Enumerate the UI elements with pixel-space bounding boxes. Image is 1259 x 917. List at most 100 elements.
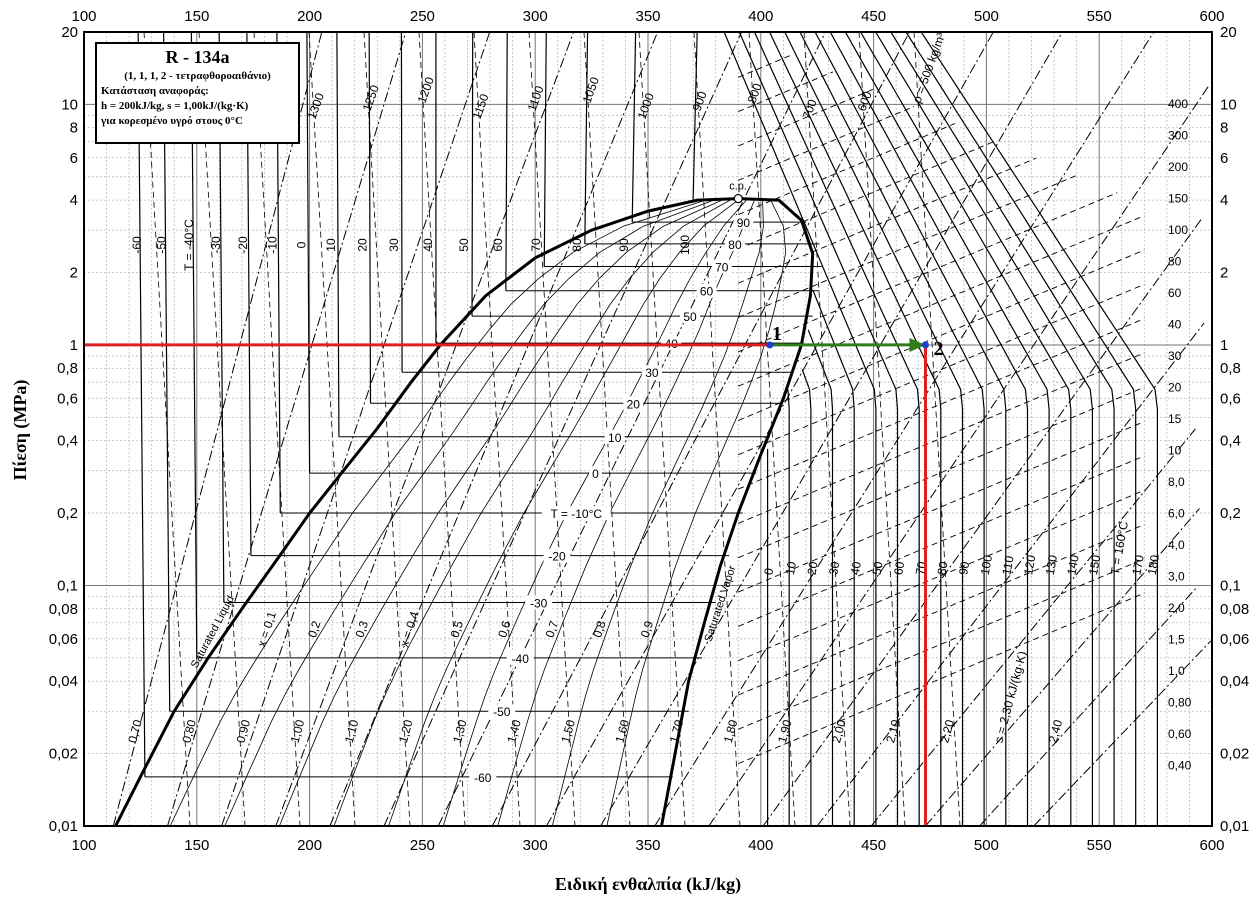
entropy-label: 1,10 xyxy=(342,718,362,744)
density-line-liquid xyxy=(143,31,191,827)
y-tick-label-left: 4 xyxy=(70,192,78,209)
density-label: 15 xyxy=(1168,412,1182,426)
density-label: 2,0 xyxy=(1168,601,1185,615)
entropy-line xyxy=(816,322,1205,827)
liquid-isotherm xyxy=(368,31,372,404)
y-tick-label-left: 0,04 xyxy=(49,673,78,690)
density-line-liquid xyxy=(638,31,686,827)
superheat-temperature-label: 170 xyxy=(1129,554,1146,576)
density-line-liquid xyxy=(253,31,301,827)
superheat-isotherm xyxy=(829,31,1029,826)
density-label: 1,5 xyxy=(1168,633,1185,647)
density-line-liquid xyxy=(198,31,246,827)
density-line-liquid xyxy=(528,31,576,827)
density-label-top: 800 xyxy=(745,81,765,105)
quality-label: 0,2 xyxy=(305,619,324,640)
isotherm-label: -50 xyxy=(493,705,511,719)
x-tick-label-bottom: 300 xyxy=(523,837,548,854)
isotherm-label-bg xyxy=(724,236,745,251)
entropy-line xyxy=(925,508,1200,827)
liquid-temperature-label: -20 xyxy=(236,236,250,254)
entropy-label: 2,40 xyxy=(1046,718,1066,744)
liquid-isotherm xyxy=(163,31,171,712)
x-axis-title: Ειδική ενθαλπία (kJ/kg) xyxy=(555,874,741,895)
liquid-isotherm xyxy=(336,31,340,437)
density-line xyxy=(738,386,1145,559)
liquid-temperature-label: -60 xyxy=(130,236,144,254)
density-label: 0,40 xyxy=(1168,759,1192,773)
density-label: 30 xyxy=(1168,349,1182,363)
superheat-temperature-label: 130 xyxy=(1043,554,1060,576)
density-label: 6,0 xyxy=(1168,507,1185,521)
y-tick-label-left: 0,01 xyxy=(49,818,78,835)
y-tick-label-left: 0,1 xyxy=(57,577,78,594)
liquid-temperature-label: T = -40°C xyxy=(182,219,196,271)
density-label: 150 xyxy=(1168,192,1188,206)
y-tick-label-right: 6 xyxy=(1220,150,1228,167)
y-tick-label-right: 0,1 xyxy=(1220,577,1241,594)
density-line xyxy=(738,592,1145,765)
density-line xyxy=(738,455,1145,627)
density-label: 0,60 xyxy=(1168,727,1192,741)
x-tick-label-top: 150 xyxy=(184,8,209,25)
y-tick-label-left: 1 xyxy=(70,337,78,354)
isotherm-label-bg xyxy=(680,309,701,324)
quality-label: 0,3 xyxy=(353,619,372,640)
y-tick-label-left: 2 xyxy=(70,265,78,282)
entropy-label: 1,20 xyxy=(396,718,416,744)
density-line-liquid xyxy=(418,31,466,827)
isotherm-label: 20 xyxy=(627,397,641,411)
density-line-liquid xyxy=(803,31,851,827)
quality-label: 0,9 xyxy=(638,619,657,640)
x-ticks-bottom: 100 150 200 250 300 350 400 450 500 550 600 xyxy=(71,837,1224,854)
superheat-isotherm xyxy=(812,289,855,826)
density-label: 400 xyxy=(1168,97,1188,111)
x-tick-label-top: 600 xyxy=(1199,8,1224,25)
liquid-temperature-label: 0 xyxy=(295,241,309,248)
density-line-liquid xyxy=(693,31,741,827)
density-label: 40 xyxy=(1168,318,1182,332)
liquid-temperature-label: 90 xyxy=(617,238,631,252)
y-tick-label-left: 8 xyxy=(70,120,78,137)
y-tick-label-right: 4 xyxy=(1220,192,1228,209)
entropy-line xyxy=(329,31,659,827)
density-line xyxy=(738,558,1145,730)
x-tick-label-bottom: 200 xyxy=(297,837,322,854)
superheat-temperature-label: 20 xyxy=(805,560,821,576)
x-tick-label-bottom: 400 xyxy=(748,837,773,854)
superheat-temperature-label: 140 xyxy=(1064,554,1081,576)
isotherm-label-bg xyxy=(543,548,571,563)
y-tick-label-right: 0,8 xyxy=(1220,360,1241,377)
x-tick-label-bottom: 450 xyxy=(861,837,886,854)
entropy-line xyxy=(221,31,491,827)
y-ticks-left: 20 10 8 6 4 2 1 0,8 0,6 0,4 0,2 0,1 0,08 0,06 0,04 0,02… xyxy=(49,24,78,835)
grid-lines xyxy=(84,32,1212,826)
entropy-label: 1,90 xyxy=(775,718,795,744)
critical-point-label: c.p. xyxy=(729,181,747,193)
superheat-temperature-label: 180 xyxy=(1145,554,1162,576)
entropy-line xyxy=(167,31,407,827)
x-tick-label-bottom: 600 xyxy=(1199,837,1224,854)
liquid-isotherm xyxy=(137,31,146,777)
density-label: 1,0 xyxy=(1168,664,1185,678)
x-tick-label-bottom: 550 xyxy=(1087,837,1112,854)
entropy-line xyxy=(112,31,323,827)
refrigerant-name: R - 134a xyxy=(165,47,230,67)
superheat-temperature-label: 100 xyxy=(978,554,995,576)
density-label-top: 1300 xyxy=(305,91,327,121)
isotherm-label: 70 xyxy=(715,260,729,274)
density-line-liquid xyxy=(913,31,961,827)
isotherm-label: 30 xyxy=(645,366,659,380)
superheat-temperature-label: 90 xyxy=(956,560,972,576)
density-label: 100 xyxy=(1168,223,1188,237)
liquid-isotherm xyxy=(692,31,698,201)
isotherm-label-bg xyxy=(506,650,534,665)
x-tick-label-top: 350 xyxy=(635,8,660,25)
superheat-isotherm xyxy=(860,31,1072,826)
property-curves xyxy=(112,31,1212,827)
y-tick-label-right: 0,06 xyxy=(1220,631,1249,648)
density-line-liquid xyxy=(583,31,631,827)
x-tick-label-bottom: 350 xyxy=(635,837,660,854)
liquid-isotherm xyxy=(400,31,403,373)
